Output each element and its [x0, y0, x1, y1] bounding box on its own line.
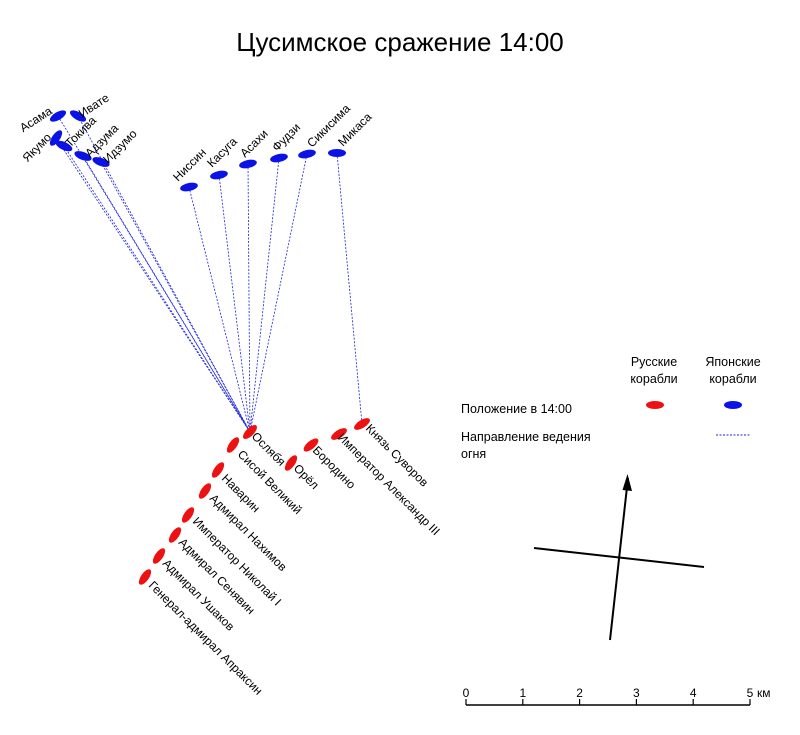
ship-marker — [92, 157, 110, 167]
fire-line — [82, 155, 251, 433]
legend-russian-header-line2: корабли — [630, 372, 677, 386]
scale-tick-label: 4 — [690, 686, 697, 700]
ship-label: Ивате — [76, 90, 112, 120]
ship-label: Фудзи — [269, 120, 303, 154]
japanese-ship-7: Ниссин — [170, 145, 209, 192]
ship-marker — [74, 151, 92, 161]
ship-label: Асахи — [237, 127, 271, 161]
ship-marker — [55, 140, 73, 152]
legend-japanese-header-line2: корабли — [709, 372, 756, 386]
fire-line — [188, 186, 251, 433]
japanese-ship-9: Асахи — [237, 127, 271, 169]
ship-label: Князь Суворов — [363, 421, 431, 489]
scale-tick-label: 5 — [747, 686, 754, 700]
ship-label: Касуга — [204, 134, 240, 170]
ship-marker — [328, 149, 346, 157]
ship-label: Ниссин — [170, 145, 209, 184]
fire-line — [247, 163, 251, 433]
ship-marker — [180, 182, 198, 192]
fire-line — [77, 115, 251, 433]
ship-marker — [181, 507, 195, 523]
ship-marker — [239, 159, 257, 169]
ship-marker — [211, 462, 225, 478]
compass-east-west-axis — [533, 547, 705, 568]
ship-marker — [226, 437, 240, 453]
ship-label: Якумо — [20, 130, 55, 165]
compass-north-axis — [609, 477, 629, 641]
ship-marker — [210, 170, 228, 180]
ship-label: Орёл — [291, 461, 322, 492]
legend-russian-header-line1: Русские — [631, 355, 677, 369]
scale-tick-label: 1 — [519, 686, 526, 700]
scale-unit-label: км — [757, 686, 771, 700]
ship-label: Асама — [17, 104, 55, 135]
ship-marker — [270, 153, 288, 163]
legend-japanese-header-line1: Японские — [705, 355, 760, 369]
scale-bar: 0 1 2 3 4 5 км — [463, 686, 771, 706]
legend-fire-label-line2: огня — [461, 447, 486, 461]
ship-marker — [49, 130, 63, 146]
japanese-ship-8: Касуга — [204, 134, 240, 180]
ship-marker — [69, 110, 87, 122]
ship-marker — [303, 438, 319, 452]
fire-line — [249, 157, 280, 433]
fire-line — [336, 152, 363, 425]
fire-line — [100, 161, 251, 433]
fire-lines — [55, 115, 363, 433]
ship-marker — [298, 149, 316, 159]
ship-marker — [243, 425, 257, 439]
compass-rose — [533, 474, 705, 641]
fire-line — [218, 174, 251, 433]
legend-japanese-ship-symbol — [724, 401, 742, 409]
legend-russian-ship-symbol — [646, 401, 664, 409]
map-title: Цусимское сражение 14:00 — [236, 27, 564, 57]
ship-marker — [354, 418, 370, 430]
fire-line — [55, 137, 251, 433]
ship-marker — [331, 428, 347, 440]
japanese-ship-1: Асама — [17, 104, 67, 135]
ship-marker — [49, 110, 67, 122]
fire-line — [249, 153, 308, 433]
ship-marker — [138, 569, 152, 585]
scale-tick-label: 3 — [633, 686, 640, 700]
ship-marker — [284, 455, 298, 471]
ship-marker — [198, 483, 212, 499]
legend: Русские корабли Японские корабли Положен… — [461, 355, 761, 461]
north-arrow-icon — [622, 474, 632, 491]
scale-tick-label: 0 — [463, 686, 470, 700]
scale-tick-label: 2 — [576, 686, 583, 700]
japanese-ship-10: Фудзи — [269, 120, 303, 163]
russian-ship-4: Орёл — [284, 455, 322, 492]
legend-fire-label-line1: Направление ведения — [461, 430, 591, 444]
ship-marker — [168, 527, 182, 543]
ship-marker — [152, 548, 166, 564]
fire-line — [63, 145, 251, 433]
legend-position-label: Положение в 14:00 — [461, 402, 572, 416]
